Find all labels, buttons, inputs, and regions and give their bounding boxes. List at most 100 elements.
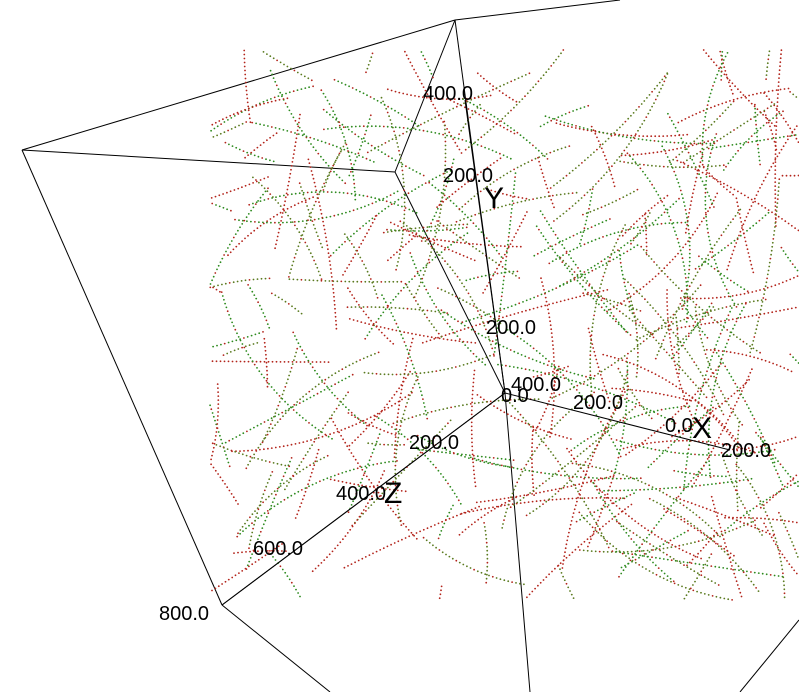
trajectory-point <box>533 348 535 350</box>
trajectory-point <box>436 239 438 241</box>
trajectory-point <box>747 197 749 199</box>
trajectory-point <box>692 512 694 514</box>
trajectory-point <box>665 153 667 155</box>
trajectory-point <box>624 224 626 226</box>
trajectory-point <box>366 158 368 160</box>
trajectory-point <box>653 261 655 263</box>
trajectory-point <box>284 401 286 403</box>
trajectory-point <box>528 199 530 201</box>
trajectory-point <box>234 115 236 117</box>
trajectory-point <box>219 206 221 208</box>
trajectory-point <box>439 549 441 551</box>
trajectory-point <box>329 280 331 282</box>
trajectory-point <box>222 193 224 195</box>
trajectory-point <box>261 374 263 376</box>
trajectory-point <box>655 310 657 312</box>
trajectory-point <box>255 334 257 336</box>
trajectory-point <box>677 122 679 124</box>
trajectory-point <box>704 120 706 122</box>
trajectory-point <box>213 136 215 138</box>
trajectory-point <box>772 519 774 521</box>
trajectory-point <box>509 224 511 226</box>
trajectory-point <box>388 115 390 117</box>
trajectory-point <box>482 253 484 255</box>
trajectory-point <box>703 110 705 112</box>
trajectory-point <box>480 191 482 193</box>
trajectory-point <box>404 410 406 412</box>
trajectory-point <box>233 237 235 239</box>
trajectory-point <box>675 396 677 398</box>
trajectory-point <box>458 405 460 407</box>
trajectory-point <box>462 531 464 533</box>
trajectory-point <box>583 295 585 297</box>
trajectory-point <box>332 110 334 112</box>
trajectory-point <box>726 329 728 331</box>
trajectory-point <box>661 343 663 345</box>
trajectory-point <box>610 420 612 422</box>
trajectory-point <box>444 319 446 321</box>
trajectory-point <box>639 390 641 392</box>
trajectory-point <box>466 256 468 258</box>
trajectory-point <box>635 163 637 165</box>
trajectory-point <box>590 200 592 202</box>
trajectory-point <box>730 104 732 106</box>
trajectory-point <box>216 269 218 271</box>
trajectory-point <box>725 166 727 168</box>
trajectory-point <box>223 207 225 209</box>
trajectory-point <box>645 329 647 331</box>
trajectory-point <box>325 142 327 144</box>
trajectory-point <box>730 159 732 161</box>
trajectory-point <box>580 464 582 466</box>
trajectory-point <box>284 200 286 202</box>
trajectory-point <box>365 510 367 512</box>
trajectory-point <box>714 137 716 139</box>
trajectory-point <box>450 508 452 510</box>
trajectory-point <box>627 551 629 553</box>
trajectory-point <box>725 346 727 348</box>
trajectory-point <box>670 163 672 165</box>
trajectory-point <box>395 514 397 516</box>
trajectory-point <box>693 278 695 280</box>
trajectory-point <box>439 222 441 224</box>
trajectory-point <box>584 106 586 108</box>
trajectory-point <box>705 258 707 260</box>
trajectory-point <box>723 59 725 61</box>
trajectory-point <box>338 246 340 248</box>
trajectory-point <box>312 196 314 198</box>
trajectory-point <box>250 232 252 234</box>
trajectory-point <box>395 465 397 467</box>
trajectory-point <box>651 165 653 167</box>
trajectory-point <box>788 520 790 522</box>
trajectory-point <box>423 274 425 276</box>
trajectory-point <box>791 371 793 373</box>
trajectory-point <box>481 316 483 318</box>
trajectory-point <box>325 237 327 239</box>
trajectory-point <box>571 594 573 596</box>
trajectory-point <box>682 550 684 552</box>
trajectory-point <box>742 504 744 506</box>
trajectory-point <box>696 138 698 140</box>
trajectory-point <box>675 166 677 168</box>
trajectory-point <box>482 460 484 462</box>
trajectory-point <box>368 372 370 374</box>
trajectory-point <box>431 73 433 75</box>
trajectory-point <box>647 177 649 179</box>
trajectory-point <box>425 266 427 268</box>
trajectory-point <box>243 347 245 349</box>
trajectory-point <box>337 398 339 400</box>
trajectory-point <box>452 241 454 243</box>
trajectory-point <box>688 483 690 485</box>
trajectory-point <box>646 537 648 539</box>
trajectory-point <box>397 540 399 542</box>
trajectory-point <box>229 244 231 246</box>
trajectory-point <box>331 418 333 420</box>
trajectory-point <box>521 421 523 423</box>
trajectory-point <box>725 228 727 230</box>
trajectory-point <box>732 144 734 146</box>
trajectory-point <box>464 328 466 330</box>
trajectory-point <box>638 135 640 137</box>
trajectory-point <box>582 292 584 294</box>
trajectory-point <box>430 461 432 463</box>
